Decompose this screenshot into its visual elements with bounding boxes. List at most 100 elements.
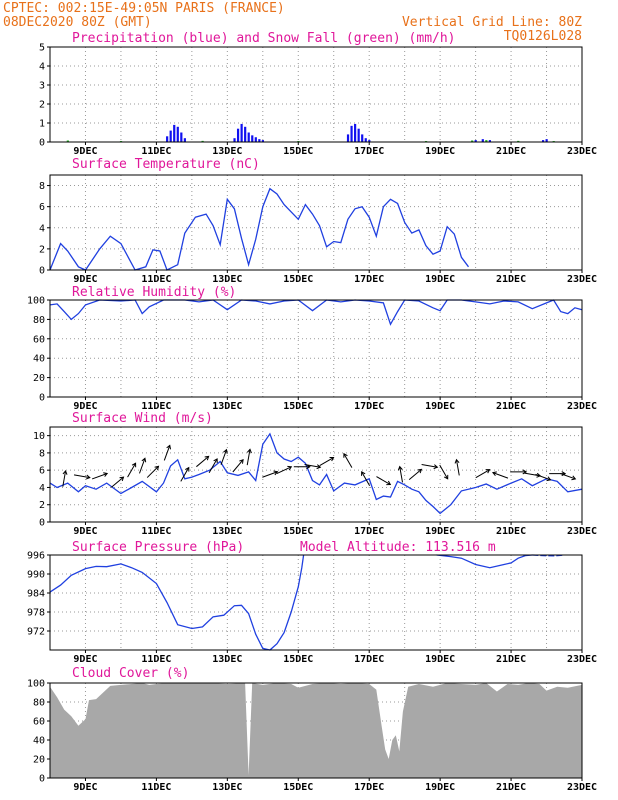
x-tick-label: 21DEC	[496, 782, 526, 793]
snow-bar	[485, 140, 488, 142]
x-tick-label: 23DEC	[567, 654, 597, 665]
y-tick-label: 8	[39, 181, 45, 192]
wind-arrow	[127, 462, 137, 478]
plot-frame	[49, 682, 583, 779]
y-tick-label: 40	[33, 736, 45, 747]
precip-bar	[361, 134, 364, 142]
plot-frame	[49, 299, 583, 398]
x-tick-label: 19DEC	[425, 782, 455, 793]
y-tick-label: 60	[33, 717, 45, 728]
x-tick-label: 23DEC	[567, 782, 597, 793]
x-tick-label: 13DEC	[212, 274, 242, 285]
x-tick-label: 17DEC	[354, 274, 384, 285]
x-tick-label: 23DEC	[567, 526, 597, 537]
panel-title: Surface Temperature (nC)	[72, 157, 260, 172]
precip-bar	[236, 128, 240, 142]
y-tick-label: 2	[39, 100, 45, 111]
series-line	[49, 432, 583, 515]
y-tick-label: 80	[33, 315, 45, 326]
y-tick-label: 5	[39, 43, 45, 54]
wind-arrow	[304, 463, 322, 470]
wind-arrow	[246, 448, 252, 466]
wind-arrow	[491, 471, 509, 479]
wind-arrow	[220, 448, 228, 465]
y-tick-label: 978	[27, 608, 45, 619]
x-tick-label: 15DEC	[283, 146, 313, 157]
panel-title: Precipitation (blue) and Snow Fall (gree…	[72, 31, 456, 46]
x-tick-label: 19DEC	[425, 401, 455, 412]
series-line-segment	[436, 554, 533, 569]
y-tick-label: 20	[33, 755, 45, 766]
wind-arrow	[319, 456, 335, 466]
precip-bar	[247, 132, 250, 142]
y-tick-label: 2	[39, 244, 45, 255]
y-tick-label: 990	[27, 570, 45, 581]
x-tick-label: 21DEC	[496, 401, 526, 412]
precip-bar	[258, 139, 261, 142]
y-tick-label: 60	[33, 334, 45, 345]
wind-arrow	[549, 471, 567, 477]
x-tick-label: 9DEC	[73, 782, 97, 793]
x-tick-label: 15DEC	[283, 274, 313, 285]
y-tick-label: 100	[27, 679, 45, 690]
precip-bar	[357, 128, 360, 142]
precip-bar	[180, 132, 183, 142]
panel-title: Cloud Cover (%)	[72, 666, 189, 681]
precip-bar	[346, 134, 350, 142]
plot-frame	[49, 46, 583, 143]
wind-arrow	[110, 476, 125, 488]
x-tick-label: 15DEC	[283, 654, 313, 665]
wind-arrow	[139, 457, 147, 474]
x-tick-label: 21DEC	[496, 274, 526, 285]
y-tick-label: 4	[39, 223, 45, 234]
wind-arrow	[262, 470, 279, 478]
panel-title: Surface Pressure (hPa)	[72, 540, 244, 555]
precip-bar	[244, 126, 247, 142]
y-tick-label: 80	[33, 698, 45, 709]
x-tick-label: 23DEC	[567, 146, 597, 157]
panel-5: 0 20 40 60 80 100 9DEC 11DEC 13DEC 15DEC 17DEC 19DE…	[27, 666, 597, 793]
x-tick-label: 13DEC	[212, 782, 242, 793]
x-tick-label: 15DEC	[283, 782, 313, 793]
plot-frame	[49, 174, 583, 271]
wind-arrow	[475, 469, 491, 479]
precip-bar	[173, 124, 176, 142]
y-tick-label: 1	[39, 119, 45, 130]
wind-arrow	[376, 476, 392, 486]
y-tick-label: 6	[39, 202, 45, 213]
plot-frame	[49, 426, 583, 523]
panel-3: 0 2 4 6 8 10 9DEC 11DEC 13DEC 15DEC 17DEC 19DEC 21DE…	[33, 411, 597, 537]
y-tick-label: 972	[27, 627, 45, 638]
x-tick-label: 11DEC	[141, 654, 171, 665]
y-tick-label: 2	[39, 500, 45, 511]
y-tick-label: 4	[39, 62, 45, 73]
header-code: TQ0126L028	[504, 29, 582, 44]
x-tick-label: 13DEC	[212, 654, 242, 665]
y-tick-label: 0	[39, 266, 45, 277]
panel-title: Surface Wind (m/s)	[72, 411, 213, 426]
snow-bar	[66, 140, 69, 142]
snow-bar	[517, 140, 520, 142]
x-tick-label: 9DEC	[73, 401, 97, 412]
x-tick-label: 19DEC	[425, 146, 455, 157]
y-tick-label: 3	[39, 81, 45, 92]
y-tick-label: 0	[39, 393, 45, 404]
wind-arrow	[208, 458, 218, 474]
precip-bar	[233, 138, 236, 142]
series-line	[49, 299, 583, 326]
precip-bar	[474, 140, 477, 142]
x-tick-label: 21DEC	[496, 526, 526, 537]
wind-arrow	[439, 464, 449, 480]
wind-arrow	[510, 469, 528, 475]
precip-bar	[350, 125, 353, 142]
y-tick-label: 0	[39, 138, 45, 149]
y-tick-label: 8	[39, 448, 45, 459]
snow-bar	[201, 140, 204, 142]
wind-arrow	[421, 463, 439, 470]
wind-arrow	[560, 473, 577, 481]
x-tick-label: 9DEC	[73, 654, 97, 665]
x-tick-label: 21DEC	[496, 654, 526, 665]
x-tick-label: 13DEC	[212, 526, 242, 537]
wind-arrow	[397, 465, 404, 483]
header-date: 08DEC2020 80Z (GMT)	[3, 15, 152, 30]
